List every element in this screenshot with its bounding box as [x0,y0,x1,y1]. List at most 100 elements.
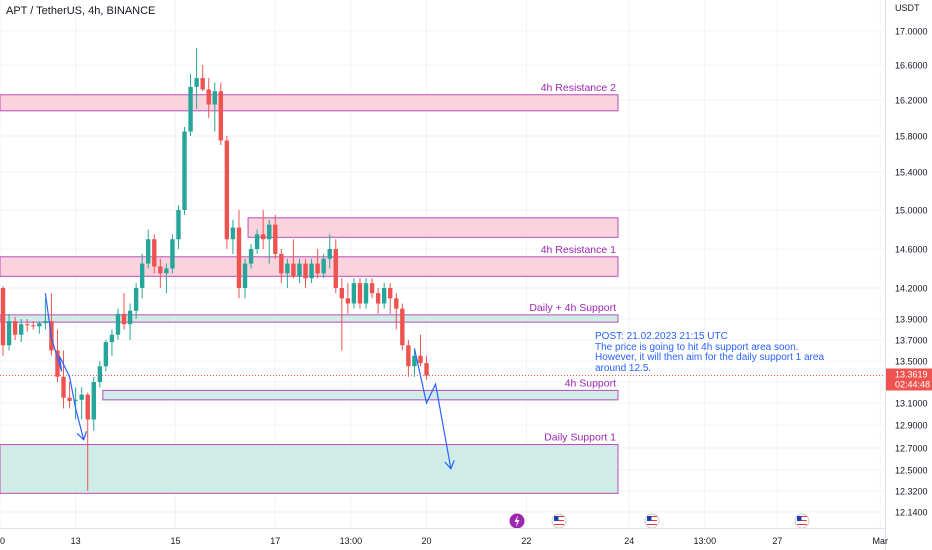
candle-body [194,78,199,87]
support-zone [0,444,619,494]
candle-body [97,366,103,382]
y-tick-label: 13.9000 [895,315,928,325]
candle-body [309,263,314,279]
candle-body [103,342,109,367]
candle-body [206,89,211,105]
candle-body [327,249,332,259]
flag-icon [797,516,802,521]
price-axis-bg [885,0,932,550]
zone-label: 4h Resistance 1 [541,244,616,256]
flag-icon [554,520,564,521]
candle-body [164,268,169,274]
candle-body [381,288,387,304]
candle-body [394,298,399,309]
candle-body [146,239,151,264]
candle-body [91,382,96,420]
candle-body [279,253,284,274]
y-tick-label: 14.6000 [895,245,928,255]
candle-body [406,345,411,367]
candle-body [260,234,266,240]
x-tick-label: Mar [873,536,889,546]
candle-body [176,210,181,240]
candle-body [85,394,90,420]
axis-unit-label: USDT [895,3,920,13]
candle-body [236,227,242,288]
forecast-arrow [413,348,450,467]
candle-body [133,288,139,311]
y-tick-label: 15.8000 [895,132,928,142]
candle-body [254,234,260,249]
candle-body [291,263,296,277]
flag-icon [647,524,657,525]
candle-body [388,288,393,299]
candle-body [339,288,345,299]
price-tag-value: 13.3619 [895,370,928,380]
candle-body [230,227,236,240]
lightning-icon [514,515,520,527]
flag-icon [554,524,564,525]
candle-body [363,283,369,304]
flag-icon [797,520,807,521]
candle-body [218,91,224,141]
y-tick-label: 13.7000 [895,336,928,346]
x-tick-label: 27 [772,536,782,546]
y-tick-label: 12.3200 [895,487,928,497]
y-tick-label: 15.0000 [895,206,928,216]
candle-body [127,310,133,325]
candle-body [248,249,254,264]
zone-label: Daily Support 1 [544,432,616,444]
y-tick-label: 12.7000 [895,444,928,454]
flag-icon [797,518,807,519]
candle-body [31,325,36,327]
candle-body [345,298,351,304]
x-tick-label: 20 [422,536,432,546]
candle-body [424,363,429,376]
y-tick-label: 12.9000 [895,421,928,431]
candle-body [67,397,72,401]
forecast-arrow [44,293,83,439]
zone-label: Daily + 4h Support [529,302,616,314]
candle-body [73,399,78,401]
candle-body [25,324,30,326]
x-tick-label: 22 [521,536,531,546]
candle-body [224,140,230,240]
x-tick-label: 17 [270,536,280,546]
candle-body [12,321,18,335]
candlestick-series [0,48,429,491]
candle-body [55,350,60,377]
candle-body [182,131,187,210]
flag-icon [647,522,657,523]
x-tick-label: 00 [0,536,5,546]
event-markers [509,513,810,529]
candle-body [285,263,290,274]
time-axis: 00 13 15 17 13:00 20 22 24 13:00 27 Mar [0,528,888,550]
candle-body [375,293,381,304]
resistance-zone [0,94,619,112]
candle-body [315,263,320,274]
candle-body [242,263,248,288]
y-tick-label: 17.0000 [895,27,928,37]
price-tag [886,368,932,391]
candle-body [333,249,338,288]
price-axis: USDT 17.0000 16.6000 16.2000 15.8000 15.4000 1… [885,0,932,550]
candle-body [6,321,12,346]
flag-icon [797,524,807,525]
y-tick-label: 14.2000 [895,284,928,294]
candle-body [18,324,24,335]
chart-title: APT / TetherUS, 4h, BINANCE [6,5,156,17]
flag-icon [554,516,559,521]
y-tick-label: 13.5000 [895,357,928,367]
candle-body [273,224,278,254]
y-tick-label: 13.1000 [895,399,928,409]
candle-body [170,239,175,269]
candle-body [79,394,84,400]
candle-body [115,313,121,335]
time-axis-bg [0,528,885,550]
candle-body [61,376,66,398]
y-tick-label: 15.4000 [895,168,928,178]
x-tick-label: 15 [170,536,180,546]
candle-body [412,355,417,367]
candle-body [200,78,205,90]
flag-icon [797,516,807,517]
